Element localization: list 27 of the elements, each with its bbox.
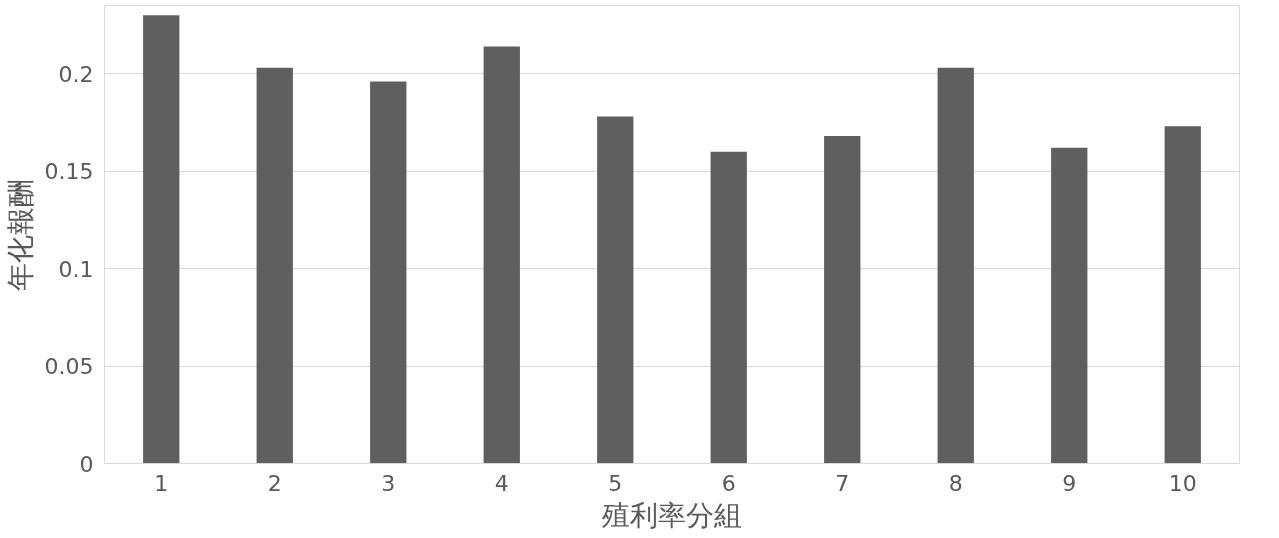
bar	[143, 15, 180, 464]
y-tick-label: 0	[79, 451, 94, 477]
y-tick-label: 0.15	[44, 159, 94, 185]
x-tick-label: 10	[1168, 470, 1197, 496]
x-tick-label: 7	[835, 470, 850, 496]
y-tick-label: 0.05	[44, 354, 94, 380]
bar	[937, 67, 974, 464]
bar	[597, 116, 634, 464]
bar	[710, 151, 747, 464]
x-axis-title: 殖利率分組	[602, 498, 742, 532]
x-tick-label: 1	[154, 470, 169, 496]
y-tick-label: 0.1	[58, 256, 94, 282]
bar	[483, 46, 520, 464]
x-tick-label: 8	[948, 470, 963, 496]
x-tick-label: 9	[1062, 470, 1077, 496]
x-tick-label: 4	[494, 470, 509, 496]
y-axis-title: 年化報酬	[3, 178, 37, 291]
x-tick-label: 6	[721, 470, 736, 496]
bar	[256, 67, 293, 464]
y-tick-label: 0.2	[58, 61, 94, 87]
bar	[1164, 126, 1201, 464]
bar	[1051, 147, 1088, 464]
x-tick-label: 2	[267, 470, 282, 496]
x-tick-label: 3	[381, 470, 396, 496]
bar	[370, 81, 407, 464]
bar	[824, 136, 861, 464]
x-tick-label: 5	[608, 470, 623, 496]
